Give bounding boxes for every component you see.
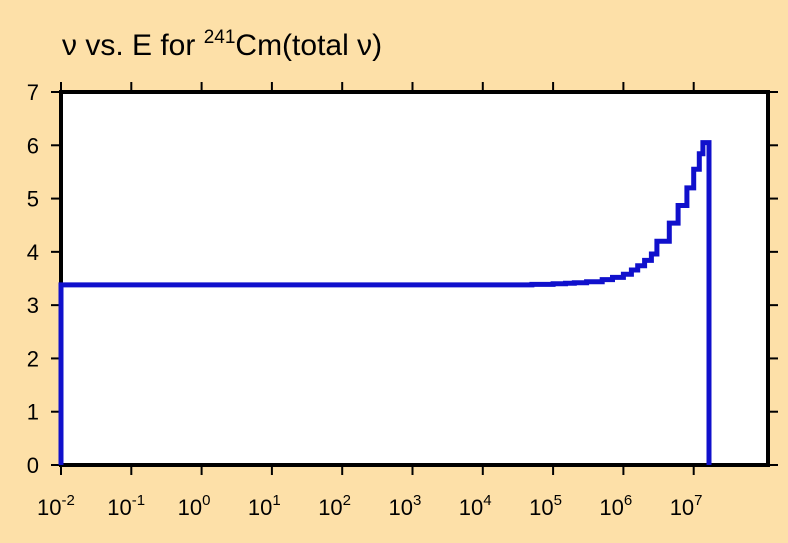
x-tick-label: 101 xyxy=(248,492,281,520)
x-tick-label: 105 xyxy=(529,492,562,520)
x-tick-label: 10-2 xyxy=(37,492,75,520)
x-tick-label: 107 xyxy=(670,492,703,520)
x-tick-label: 106 xyxy=(599,492,632,520)
x-tick-label: 102 xyxy=(318,492,351,520)
series-line xyxy=(58,140,712,465)
x-axis-labels: 10-2 10-1 100 101 102 103 104 105 106 107 xyxy=(37,492,703,520)
y-tick-label: 2 xyxy=(27,346,39,371)
y-tick-label: 0 xyxy=(27,453,39,478)
y-tick-label: 7 xyxy=(27,80,39,105)
x-tick-label: 104 xyxy=(459,492,492,520)
chart-title: ν vs. E for 241Cm(total ν) xyxy=(62,27,382,62)
chart-title-suffix: Cm(total ν) xyxy=(235,29,382,62)
plot-area xyxy=(59,90,770,467)
y-tick-label: 4 xyxy=(27,240,39,265)
x-tick-label: 10-1 xyxy=(107,492,145,520)
chart-title-superscript: 241 xyxy=(204,27,236,48)
x-tick-label: 103 xyxy=(389,492,422,520)
y-axis-labels: 0 1 2 3 4 5 6 7 xyxy=(27,80,39,478)
y-tick-label: 5 xyxy=(27,187,39,212)
y-tick-label: 3 xyxy=(27,293,39,318)
y-tick-label: 1 xyxy=(27,400,39,425)
y-tick-label: 6 xyxy=(27,133,39,158)
axis-ticks xyxy=(51,82,778,475)
x-tick-label: 100 xyxy=(178,492,211,520)
chart-title-prefix: ν vs. E for xyxy=(62,29,204,62)
data-layer xyxy=(58,140,712,465)
